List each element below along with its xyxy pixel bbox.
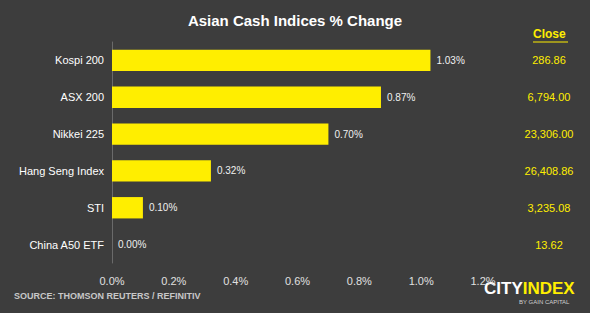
svg-text:1.2%: 1.2%	[470, 275, 495, 287]
svg-text:26,408.86: 26,408.86	[525, 165, 574, 177]
svg-text:Asian Cash Indices % Change: Asian Cash Indices % Change	[188, 12, 402, 29]
svg-text:0.32%: 0.32%	[217, 165, 245, 176]
svg-text:0.4%: 0.4%	[223, 275, 248, 287]
svg-text:0.70%: 0.70%	[334, 129, 362, 140]
svg-text:286.86: 286.86	[532, 54, 566, 66]
svg-text:0.00%: 0.00%	[118, 239, 146, 250]
svg-text:SOURCE: THOMSON REUTERS / REFI: SOURCE: THOMSON REUTERS / REFINITIV	[14, 291, 201, 301]
svg-text:STI: STI	[87, 202, 104, 214]
svg-text:0.2%: 0.2%	[161, 275, 186, 287]
svg-text:Close: Close	[533, 27, 566, 41]
svg-text:0.87%: 0.87%	[387, 92, 415, 103]
svg-text:23,306.00: 23,306.00	[525, 128, 574, 140]
svg-text:0.8%: 0.8%	[347, 275, 372, 287]
svg-text:1.03%: 1.03%	[436, 55, 464, 66]
svg-text:INDEX: INDEX	[523, 279, 576, 298]
svg-text:Kospi 200: Kospi 200	[55, 54, 104, 66]
svg-text:0.10%: 0.10%	[149, 202, 177, 213]
svg-text:Nikkei 225: Nikkei 225	[53, 128, 104, 140]
svg-text:3,235.08: 3,235.08	[528, 202, 571, 214]
svg-text:BY GAIN CAPITAL: BY GAIN CAPITAL	[519, 299, 570, 305]
svg-text:13.62: 13.62	[535, 239, 563, 251]
svg-text:Hang Seng Index: Hang Seng Index	[19, 165, 105, 177]
svg-text:ASX 200: ASX 200	[61, 91, 104, 103]
svg-text:0.6%: 0.6%	[285, 275, 310, 287]
svg-text:CITY: CITY	[484, 279, 523, 298]
svg-text:0.0%: 0.0%	[99, 275, 124, 287]
svg-text:1.0%: 1.0%	[409, 275, 434, 287]
svg-text:6,794.00: 6,794.00	[528, 91, 571, 103]
svg-text:China A50 ETF: China A50 ETF	[29, 239, 104, 251]
